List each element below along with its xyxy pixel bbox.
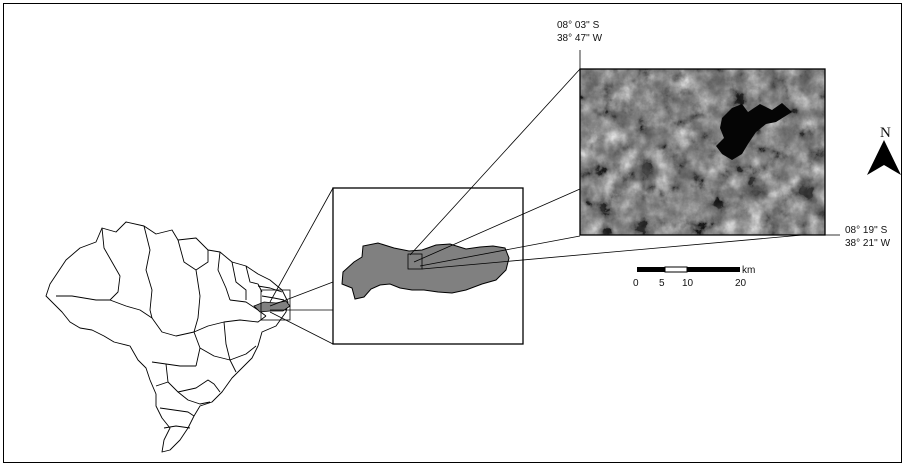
state-boundary <box>261 295 285 301</box>
scale-tick-0: 0 <box>633 278 639 289</box>
state-boundary <box>159 407 195 417</box>
north-label: N <box>880 125 891 141</box>
top-corner-latitude: 08° 03'' S <box>557 20 600 31</box>
state-boundary <box>143 225 153 319</box>
top-corner-longitude: 38° 47'' W <box>557 33 603 44</box>
scale-unit: km <box>742 265 755 276</box>
state-boundary <box>177 391 211 405</box>
state-boundary <box>193 269 201 333</box>
study-area-box <box>407 253 423 270</box>
state-boundary <box>151 317 201 367</box>
state-boundary <box>155 381 169 387</box>
scale-tick-20: 20 <box>735 278 747 289</box>
state-boundary <box>217 251 231 301</box>
north-arrow-icon <box>867 140 901 175</box>
state-boundary <box>231 261 247 300</box>
state-boundary <box>165 363 221 393</box>
brazil-outline <box>45 221 289 453</box>
state-boundary <box>177 239 209 271</box>
brazil-map <box>45 221 289 453</box>
state-boundary <box>257 285 283 293</box>
state-boundary <box>229 299 267 317</box>
bottom-corner-latitude: 08° 19'' S <box>845 225 888 236</box>
satellite-image <box>579 68 826 236</box>
north-arrow: N <box>867 125 901 175</box>
reservoir <box>716 103 792 160</box>
state-boundary <box>193 315 267 333</box>
state-boundary <box>223 321 237 373</box>
state-boundary <box>245 265 263 293</box>
state-boundary <box>151 361 196 367</box>
state-boundary <box>56 295 153 319</box>
scale-tick-5: 5 <box>659 278 665 289</box>
leader-lines-image <box>409 68 826 270</box>
state-boundary <box>163 425 191 429</box>
scale-tick-10: 10 <box>682 278 694 289</box>
scale-bar: 0 5 10 20 km <box>633 265 755 289</box>
state-boundary <box>101 227 121 301</box>
leader-lines-inset <box>269 187 334 345</box>
bottom-corner-longitude: 38° 21'' W <box>845 238 891 249</box>
state-boundary <box>199 345 257 361</box>
pernambuco-locator-box <box>260 289 291 321</box>
